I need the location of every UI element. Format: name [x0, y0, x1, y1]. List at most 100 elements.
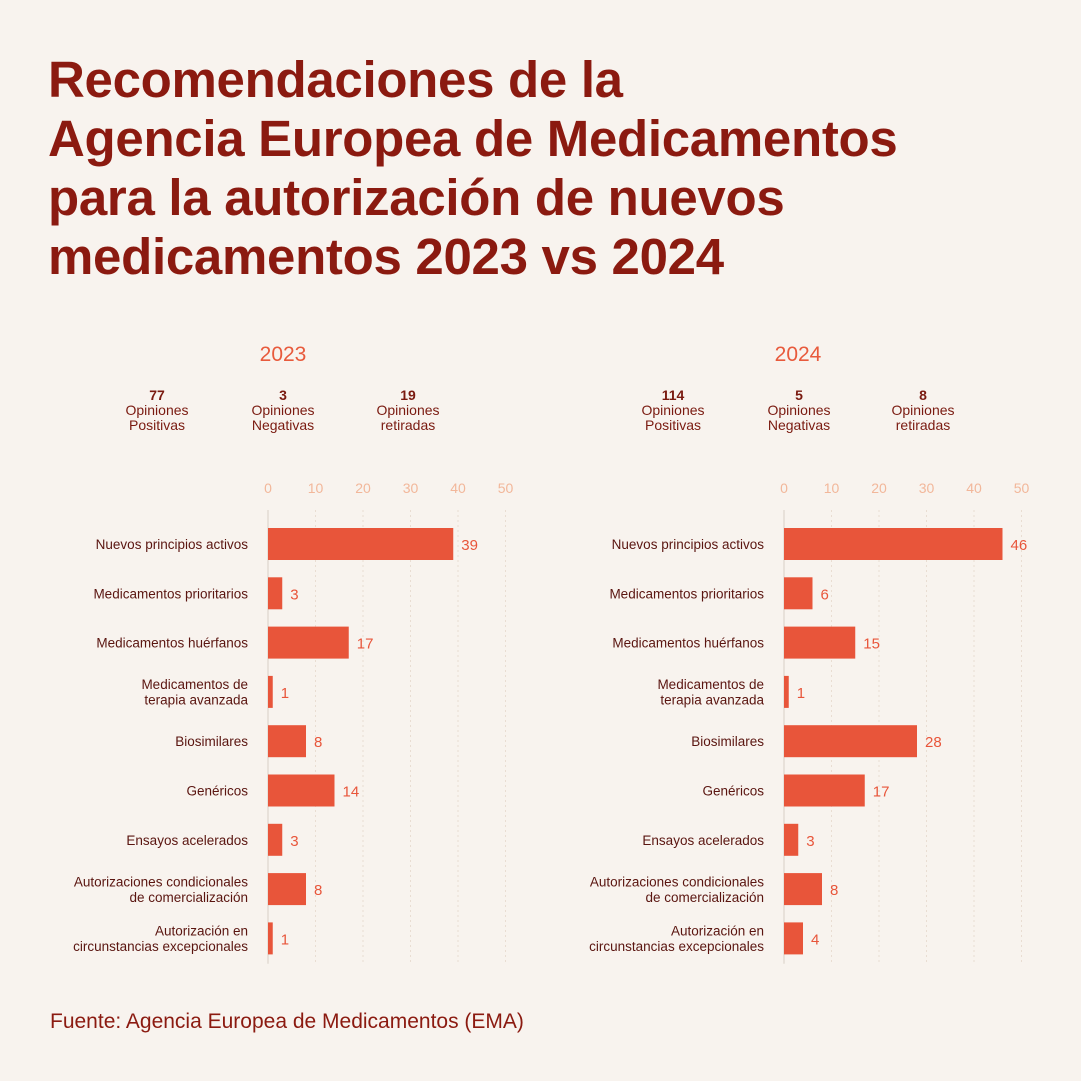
category-label: Autorizaciones condicionales: [74, 874, 248, 889]
bar: [268, 774, 335, 807]
bar: [784, 725, 917, 758]
value-label: 15: [863, 636, 880, 653]
bar: [268, 922, 273, 955]
x-tick-label: 20: [355, 480, 371, 496]
category-label: de comercialización: [129, 890, 248, 905]
stat-value: 8: [919, 387, 927, 403]
x-tick-label: 10: [824, 480, 840, 496]
value-label: 3: [806, 833, 814, 850]
value-label: 17: [357, 636, 374, 653]
stat-positive: 114 Opiniones Positivas: [618, 388, 728, 433]
stat-negative: 5 Opiniones Negativas: [744, 388, 854, 433]
category-label: Medicamentos huérfanos: [612, 636, 764, 651]
x-tick-label: 50: [1014, 480, 1030, 496]
category-label: Genéricos: [186, 784, 248, 799]
category-label: Autorización en: [155, 924, 248, 939]
stat-label: Opiniones: [125, 402, 189, 418]
category-label: Nuevos principios activos: [96, 537, 249, 552]
category-label: circunstancias excepcionales: [589, 939, 764, 954]
x-tick-label: 50: [498, 480, 514, 496]
value-label: 17: [873, 784, 890, 801]
value-label: 3: [290, 586, 298, 603]
value-label: 1: [281, 931, 289, 948]
x-tick-label: 30: [403, 480, 419, 496]
stat-value: 3: [279, 387, 287, 403]
bar: [268, 626, 349, 659]
stat-value: 114: [661, 387, 685, 403]
value-label: 8: [830, 882, 838, 899]
stat-label: Opiniones: [641, 402, 705, 418]
bar: [268, 675, 273, 708]
stat-label: Negativas: [251, 417, 315, 433]
value-label: 4: [811, 931, 819, 948]
x-tick-label: 0: [780, 480, 788, 496]
title-line-4: medicamentos 2023 vs 2024: [48, 228, 724, 285]
chart-title: Recomendaciones de la Agencia Europea de…: [48, 50, 1048, 286]
stat-label: Opiniones: [251, 402, 315, 418]
value-label: 3: [290, 833, 298, 850]
category-label: Ensayos acelerados: [642, 833, 764, 848]
category-label: Autorizaciones condicionales: [590, 874, 764, 889]
bar: [784, 774, 865, 807]
stat-value: 5: [795, 387, 803, 403]
stat-withdrawn: 19 Opiniones retiradas: [353, 388, 463, 433]
category-label: Biosimilares: [175, 734, 248, 749]
panel-year: 2023: [259, 343, 307, 366]
stat-label: Opiniones: [376, 402, 440, 418]
bar: [784, 922, 803, 955]
category-label: Nuevos principios activos: [612, 537, 765, 552]
category-label: Autorización en: [671, 924, 764, 939]
category-label: circunstancias excepcionales: [73, 939, 248, 954]
category-label: Ensayos acelerados: [126, 833, 248, 848]
bar: [268, 577, 283, 610]
bar: [268, 528, 454, 560]
category-label: Biosimilares: [691, 734, 764, 749]
stat-positive: 77 Opiniones Positivas: [102, 388, 212, 433]
bar: [268, 725, 306, 758]
value-label: 14: [343, 784, 360, 801]
category-label: Medicamentos de: [657, 677, 764, 692]
stat-value: 77: [149, 387, 165, 403]
value-label: 28: [925, 734, 942, 751]
value-label: 8: [314, 882, 322, 899]
stat-label: Positivas: [644, 417, 702, 433]
category-label: Medicamentos de: [141, 677, 248, 692]
title-line-1: Recomendaciones de la: [48, 51, 623, 108]
bar: [268, 823, 283, 856]
bar: [784, 528, 1003, 560]
stat-label: retiradas: [380, 417, 436, 433]
category-label: Medicamentos huérfanos: [96, 636, 248, 651]
x-tick-label: 40: [450, 480, 466, 496]
category-label: Medicamentos prioritarios: [609, 586, 764, 601]
category-label: terapia avanzada: [660, 693, 764, 708]
stat-label: retiradas: [895, 417, 951, 433]
bar: [784, 675, 789, 708]
category-label: terapia avanzada: [144, 693, 248, 708]
title-line-2: Agencia Europea de Medicamentos: [48, 110, 898, 167]
value-label: 1: [797, 685, 805, 702]
stat-label: Opiniones: [767, 402, 831, 418]
source-footer: Fuente: Agencia Europea de Medicamentos …: [50, 1010, 524, 1033]
bar-chart-2023: 0 10 20 30 40 50 Nuevos principios activos 39 Me…: [73, 480, 514, 964]
x-tick-label: 30: [919, 480, 935, 496]
title-line-3: para la autorización de nuevos: [48, 169, 785, 226]
stat-value: 19: [400, 387, 416, 403]
stat-withdrawn: 8 Opiniones retiradas: [868, 388, 978, 433]
value-label: 8: [314, 734, 322, 751]
x-tick-label: 40: [966, 480, 982, 496]
bar: [784, 823, 799, 856]
bar: [784, 873, 822, 906]
category-label: Medicamentos prioritarios: [93, 586, 248, 601]
x-tick-label: 10: [308, 480, 324, 496]
bar: [268, 873, 306, 906]
value-label: 1: [281, 685, 289, 702]
value-label: 39: [461, 537, 478, 554]
bar: [784, 577, 813, 610]
bar: [784, 626, 856, 659]
x-tick-label: 20: [871, 480, 887, 496]
stat-negative: 3 Opiniones Negativas: [228, 388, 338, 433]
stat-label: Negativas: [767, 417, 831, 433]
stat-label: Opiniones: [891, 402, 955, 418]
stat-label: Positivas: [128, 417, 186, 433]
